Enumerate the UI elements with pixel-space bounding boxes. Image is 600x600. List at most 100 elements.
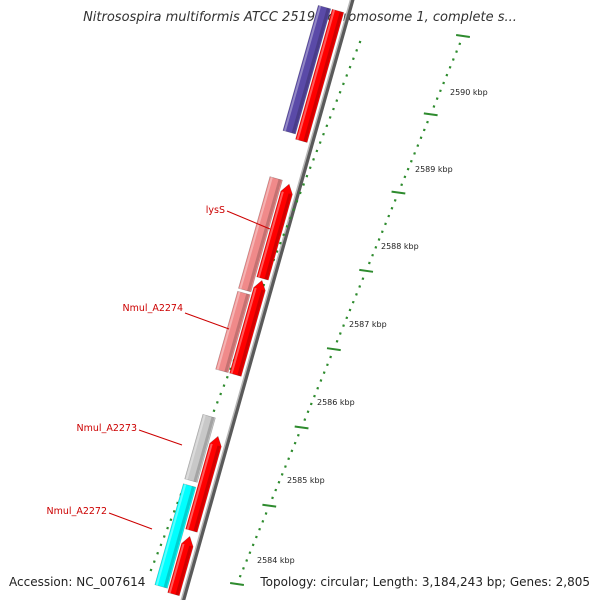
scale-label: 2589 kbp: [415, 165, 453, 174]
scale-tick: [255, 535, 258, 539]
inner-tick: [328, 116, 332, 119]
backbone-layer: [180, 0, 355, 600]
inner-tick: [288, 216, 292, 220]
accession-text: Accession: NC_007614: [9, 575, 146, 589]
scale-tick: [393, 199, 397, 202]
scale-tick: [419, 136, 423, 140]
scale-tick: [326, 363, 329, 367]
scale-tick: [377, 238, 381, 241]
inner-tick: [315, 149, 319, 153]
cds-nmul-a2273: [185, 435, 222, 533]
scale-label: 2585 kbp: [287, 476, 325, 485]
cds-nmul-a2272: [167, 535, 194, 597]
inner-tick: [352, 57, 355, 61]
cds-upper-shade: [303, 11, 343, 143]
cds-nmul-a2274-gloss: [230, 287, 257, 374]
scale-tick: [287, 457, 291, 461]
scale-tick: [280, 473, 284, 476]
scale-tick: [306, 410, 310, 414]
gene-nmul-a2274-shade: [224, 293, 250, 373]
scale-tick: [413, 152, 416, 155]
cds-upper-gloss: [296, 9, 336, 141]
inner-tick: [212, 409, 216, 413]
inner-tick: [295, 199, 299, 203]
scale-tick: [351, 300, 355, 304]
scale-tick: [432, 105, 436, 108]
scale-tick: [423, 112, 438, 117]
scale-tick: [426, 120, 429, 124]
gene-label-leader: [184, 312, 230, 330]
scale-tick: [329, 355, 332, 359]
gene-label: lysS: [206, 205, 225, 216]
scale-tick: [251, 543, 255, 547]
scale-tick: [277, 480, 281, 484]
scale-tick: [451, 58, 455, 61]
scale-tick: [338, 332, 342, 335]
scale-tick: [406, 167, 410, 171]
scale-tick: [384, 222, 387, 226]
scale-tick: [358, 285, 362, 288]
scale-tick: [387, 214, 391, 218]
scale-tick: [368, 261, 371, 265]
cds-nmul-a2273-shade: [193, 445, 221, 532]
scale-tick: [445, 73, 449, 77]
gene-upper: [282, 4, 332, 135]
inner-tick: [338, 90, 342, 94]
scale-tick: [319, 379, 323, 382]
scale-tick: [374, 246, 378, 249]
scale-tick: [455, 50, 458, 54]
cds-nmul-a2273-gloss: [186, 443, 213, 530]
scale-tick: [294, 425, 309, 430]
scale-tick: [271, 496, 274, 500]
scale-tick: [400, 183, 404, 187]
inner-tick: [302, 183, 305, 186]
scale-tick: [359, 268, 374, 273]
scale-tick: [274, 488, 278, 492]
gene-label-leader: [108, 512, 153, 530]
gene-label: Nmul_A2274: [123, 303, 183, 314]
scale-tick: [391, 190, 406, 195]
scale-tick: [409, 159, 413, 163]
inner-tick: [172, 509, 176, 513]
scale-label-layer: 2584 kbp 2585 kbp 2586 kbp 2587 kbp 2588 kbp…: [257, 88, 488, 565]
scale-tick: [245, 559, 249, 562]
cds-lyss: [256, 183, 293, 281]
inner-tick: [305, 174, 309, 178]
gene-label: Nmul_A2273: [77, 423, 137, 434]
scale-tick: [293, 441, 297, 445]
gene-nmul-a2273: [184, 414, 216, 483]
scale-label: 2584 kbp: [257, 556, 295, 565]
gene-nmul-a2274: [215, 290, 251, 374]
scale-tick: [258, 527, 261, 531]
scale-tick: [248, 551, 252, 555]
backbone-line: [181, 0, 355, 600]
scale-tick: [229, 582, 245, 586]
inner-tick: [358, 40, 362, 44]
inner-tick: [332, 107, 335, 111]
map-title: Nitrosospira multiformis ATCC 25196 chro…: [83, 10, 517, 25]
gene-upper-shade: [291, 7, 330, 134]
inner-tick: [156, 551, 159, 555]
scale-tick: [313, 394, 316, 398]
inner-tick: [298, 191, 302, 195]
inner-tick: [282, 233, 286, 237]
scale-tick: [348, 308, 352, 312]
inner-tick: [169, 518, 173, 522]
gene-nmul-a2273-shade: [193, 416, 215, 483]
scale-tick: [262, 503, 277, 508]
inner-tick: [279, 241, 282, 245]
inner-tick: [219, 392, 223, 396]
scale-tick: [380, 230, 384, 234]
scale-tick: [390, 206, 394, 210]
inner-tick: [225, 375, 229, 379]
scale-tick: [455, 34, 471, 38]
inner-tick: [345, 74, 349, 77]
gene-label: Nmul_A2272: [47, 506, 107, 517]
gene-upper-gloss: [283, 5, 322, 132]
scale-label: 2590 kbp: [450, 88, 488, 97]
scale-tick: [416, 144, 420, 147]
scale-tick: [448, 65, 452, 69]
scale-tick: [355, 292, 358, 296]
inner-tick: [348, 65, 352, 69]
scale-tick: [309, 402, 313, 406]
